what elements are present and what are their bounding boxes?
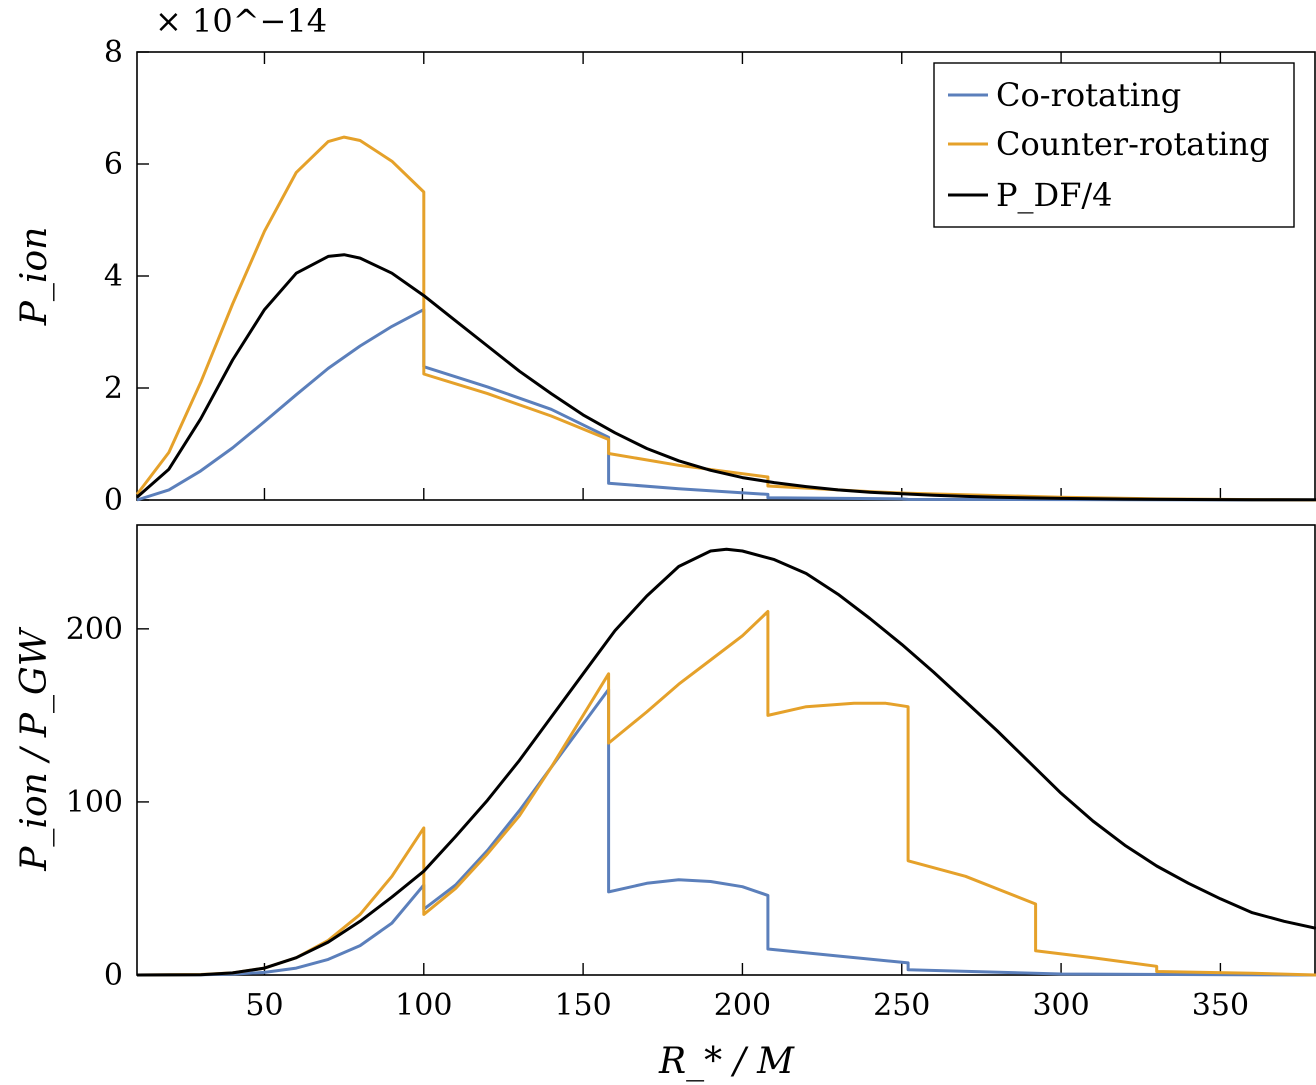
bottom-y-tick-label: 200 [66, 612, 123, 647]
top-y-ticks: 0 2 4 6 8 [104, 35, 149, 518]
bottom-x-tick-label: 50 [245, 988, 283, 1023]
bottom-series-p-df-4 [136, 547, 1316, 977]
legend: Co-rotating Counter-rotating P_DF/4 [933, 62, 1295, 228]
top-y-tick-label: 8 [104, 35, 123, 70]
top-y-tick-label: 4 [104, 259, 123, 294]
top-series-p-df-4 [136, 253, 1316, 502]
bottom-plot-frame [136, 524, 1316, 976]
legend-label-co-rotating: Co-rotating [996, 76, 1181, 114]
bottom-x-tick-label: 100 [395, 988, 452, 1023]
top-panel: 0 2 4 6 8 × 10^−14 P_ion Co-rotating Counter… [14, 2, 1316, 518]
bottom-series [136, 547, 1316, 977]
bottom-x-tick-label: 250 [873, 988, 930, 1023]
bottom-x-tick-label: 350 [1192, 988, 1249, 1023]
bottom-y-ticks: 0 100 200 [66, 612, 149, 993]
bottom-x-tick-label: 200 [714, 988, 771, 1023]
legend-label-pdf: P_DF/4 [996, 176, 1113, 214]
bottom-panel: 0 100 200 50 100 150 200 250 300 350 P_ion / P_G… [14, 524, 1316, 1082]
top-y-exponent: × 10^−14 [155, 2, 327, 40]
bottom-x-ticks: 50 100 150 200 250 300 350 [245, 963, 1249, 1023]
bottom-series-co-rotating [136, 687, 1316, 977]
bottom-x-tick-label: 300 [1032, 988, 1089, 1023]
bottom-series-counter-rotating [136, 610, 1316, 977]
bottom-y-tick-label: 0 [104, 958, 123, 993]
top-y-axis-label: P_ion [14, 227, 55, 327]
bottom-x-tick-label: 150 [554, 988, 611, 1023]
legend-label-counter-rotating: Counter-rotating [996, 125, 1270, 163]
legend-box [933, 62, 1295, 228]
bottom-y-axis-label: P_ion / P_GW [14, 626, 55, 872]
bottom-y-tick-label: 100 [66, 785, 123, 820]
top-y-tick-label: 2 [104, 371, 123, 406]
top-y-tick-label: 0 [104, 483, 123, 518]
top-series [135, 135, 1316, 502]
x-axis-label: R_* / M [658, 1041, 795, 1082]
top-y-tick-label: 6 [104, 147, 123, 182]
